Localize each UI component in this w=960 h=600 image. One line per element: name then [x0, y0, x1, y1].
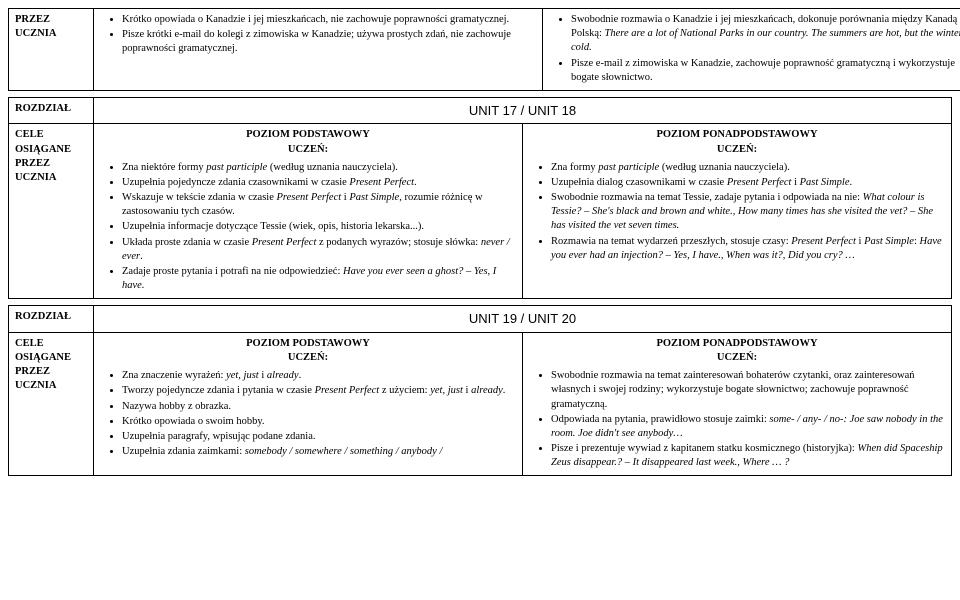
list-item: Krótko opowiada o swoim hobby. [122, 415, 516, 429]
list-item: Uzupełnia informacje dotyczące Tessie (w… [122, 220, 516, 234]
list-item: Pisze e-mail z zimowiska w Kanadzie, zac… [571, 57, 960, 85]
unit2-right-cell: POZIOM PONADPODSTAWOWY UCZEŃ: Swobodnie … [523, 332, 952, 476]
top-left-cell: Krótko opowiada o Kanadzie i jej mieszka… [94, 9, 543, 91]
level-head-pod: POZIOM PODSTAWOWY UCZEŃ: [100, 128, 516, 156]
unit2-cele-label: CELEOSIĄGANEPRZEZUCZNIA [9, 332, 94, 476]
list-item: Pisze krótki e-mail do kolegi z zimowisk… [122, 28, 536, 56]
list-item: Uzupełnia dialog czasownikami w czasie P… [551, 176, 945, 190]
curriculum-table: PRZEZUCZNIA Krótko opowiada o Kanadzie i… [8, 8, 960, 91]
list-item: Swobodnie rozmawia o Kanadzie i jej mies… [571, 13, 960, 56]
list-item: Zna niektóre formy past participle (wedł… [122, 161, 516, 175]
label-text: ROZDZIAŁ [15, 103, 71, 114]
list-item: Rozmawia na temat wydarzeń przeszłych, s… [551, 235, 945, 263]
level-sub: UCZEŃ: [717, 352, 757, 363]
unit1-table: ROZDZIAŁ UNIT 17 / UNIT 18 CELEOSIĄGANEP… [8, 97, 952, 299]
list-item: Pisze i prezentuje wywiad z kapitanem st… [551, 442, 945, 470]
unit2-left-list: Zna znaczenie wyrażeń: yet, just i alrea… [100, 369, 516, 459]
label-text: ROZDZIAŁ [15, 311, 71, 322]
unit1-left-cell: POZIOM PODSTAWOWY UCZEŃ: Zna niektóre fo… [94, 124, 523, 299]
list-item: Odpowiada na pytania, prawidłowo stosuje… [551, 413, 945, 441]
list-item: Uzupełnia pojedyncze zdania czasownikami… [122, 176, 516, 190]
list-item: Swobodnie rozmawia na temat zainteresowa… [551, 369, 945, 412]
label-text: CELEOSIĄGANEPRZEZUCZNIA [15, 338, 71, 392]
level-title: POZIOM PONADPODSTAWOWY [656, 338, 817, 349]
unit2-right-list: Swobodnie rozmawia na temat zainteresowa… [529, 369, 945, 470]
list-item: Nazywa hobby z obrazka. [122, 400, 516, 414]
list-item: Układa proste zdania w czasie Present Pe… [122, 236, 516, 264]
list-item: Uzupełnia zdania zaimkami: somebody / so… [122, 445, 516, 459]
level-head-ponad: POZIOM PONADPODSTAWOWY UCZEŃ: [529, 337, 945, 365]
list-item: Wskazuje w tekście zdania w czasie Prese… [122, 191, 516, 219]
list-item: Krótko opowiada o Kanadzie i jej mieszka… [122, 13, 536, 27]
level-head-pod: POZIOM PODSTAWOWY UCZEŃ: [100, 337, 516, 365]
top-right-cell: Swobodnie rozmawia o Kanadzie i jej mies… [543, 9, 960, 91]
top-left-list: Krótko opowiada o Kanadzie i jej mieszka… [100, 13, 536, 57]
unit1-cele-label: CELEOSIĄGANEPRZEZUCZNIA [9, 124, 94, 299]
unit1-title: UNIT 17 / UNIT 18 [94, 97, 952, 124]
level-sub: UCZEŃ: [288, 144, 328, 155]
list-item: Zadaje proste pytania i potrafi na nie o… [122, 265, 516, 293]
unit2-table: ROZDZIAŁ UNIT 19 / UNIT 20 CELEOSIĄGANEP… [8, 305, 952, 476]
unit1-left-list: Zna niektóre formy past participle (wedł… [100, 161, 516, 294]
list-item: Tworzy pojedyncze zdania i pytania w cza… [122, 384, 516, 398]
unit2-rozdzial-label: ROZDZIAŁ [9, 306, 94, 333]
label-text: CELEOSIĄGANEPRZEZUCZNIA [15, 129, 71, 183]
level-title: POZIOM PODSTAWOWY [246, 129, 370, 140]
list-item: Uzupełnia paragrafy, wpisując podane zda… [122, 430, 516, 444]
level-sub: UCZEŃ: [288, 352, 328, 363]
list-item: Zna znaczenie wyrażeń: yet, just i alrea… [122, 369, 516, 383]
unit1-right-cell: POZIOM PONADPODSTAWOWY UCZEŃ: Zna formy … [523, 124, 952, 299]
row-label-przez-ucznia: PRZEZUCZNIA [9, 9, 94, 91]
level-title: POZIOM PODSTAWOWY [246, 338, 370, 349]
unit2-left-cell: POZIOM PODSTAWOWY UCZEŃ: Zna znaczenie w… [94, 332, 523, 476]
list-item: Swobodnie rozmawia na temat Tessie, zada… [551, 191, 945, 234]
level-head-ponad: POZIOM PONADPODSTAWOWY UCZEŃ: [529, 128, 945, 156]
list-item: Zna formy past participle (według uznani… [551, 161, 945, 175]
top-right-list: Swobodnie rozmawia o Kanadzie i jej mies… [549, 13, 960, 85]
unit1-rozdzial-label: ROZDZIAŁ [9, 97, 94, 124]
unit2-title: UNIT 19 / UNIT 20 [94, 306, 952, 333]
unit1-right-list: Zna formy past participle (według uznani… [529, 161, 945, 263]
level-sub: UCZEŃ: [717, 144, 757, 155]
level-title: POZIOM PONADPODSTAWOWY [656, 129, 817, 140]
label-text: PRZEZUCZNIA [15, 14, 56, 39]
